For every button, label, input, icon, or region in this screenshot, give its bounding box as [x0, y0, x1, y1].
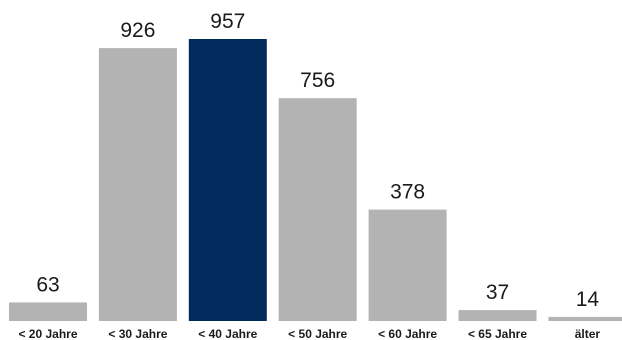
- bars-group: [9, 39, 622, 321]
- value-label-5: 37: [486, 281, 509, 304]
- category-label-2: < 40 Jahre: [198, 327, 257, 340]
- bar-1: [98, 48, 177, 321]
- category-label-6: älter: [575, 327, 601, 340]
- value-label-3: 756: [300, 69, 335, 92]
- value-label-1: 926: [120, 19, 155, 42]
- bar-3: [278, 98, 357, 321]
- bar-4: [368, 209, 447, 321]
- bar-0: [9, 302, 87, 321]
- bar-2: [188, 39, 267, 321]
- bar-5: [458, 310, 537, 321]
- category-label-0: < 20 Jahre: [18, 327, 77, 340]
- value-label-4: 378: [390, 181, 425, 204]
- bar-6: [548, 316, 622, 321]
- category-label-4: < 60 Jahre: [378, 327, 437, 340]
- value-label-6: 14: [576, 288, 600, 311]
- category-label-5: < 65 Jahre: [468, 327, 527, 340]
- value-label-0: 63: [36, 273, 59, 296]
- value-labels-group: 63 926 957 756 378 37 14: [36, 10, 599, 311]
- value-label-2: 957: [210, 10, 245, 33]
- category-label-1: < 30 Jahre: [108, 327, 167, 340]
- category-label-3: < 50 Jahre: [288, 327, 347, 340]
- category-labels-group: < 20 Jahre < 30 Jahre < 40 Jahre < 50 Jahre…: [18, 327, 600, 340]
